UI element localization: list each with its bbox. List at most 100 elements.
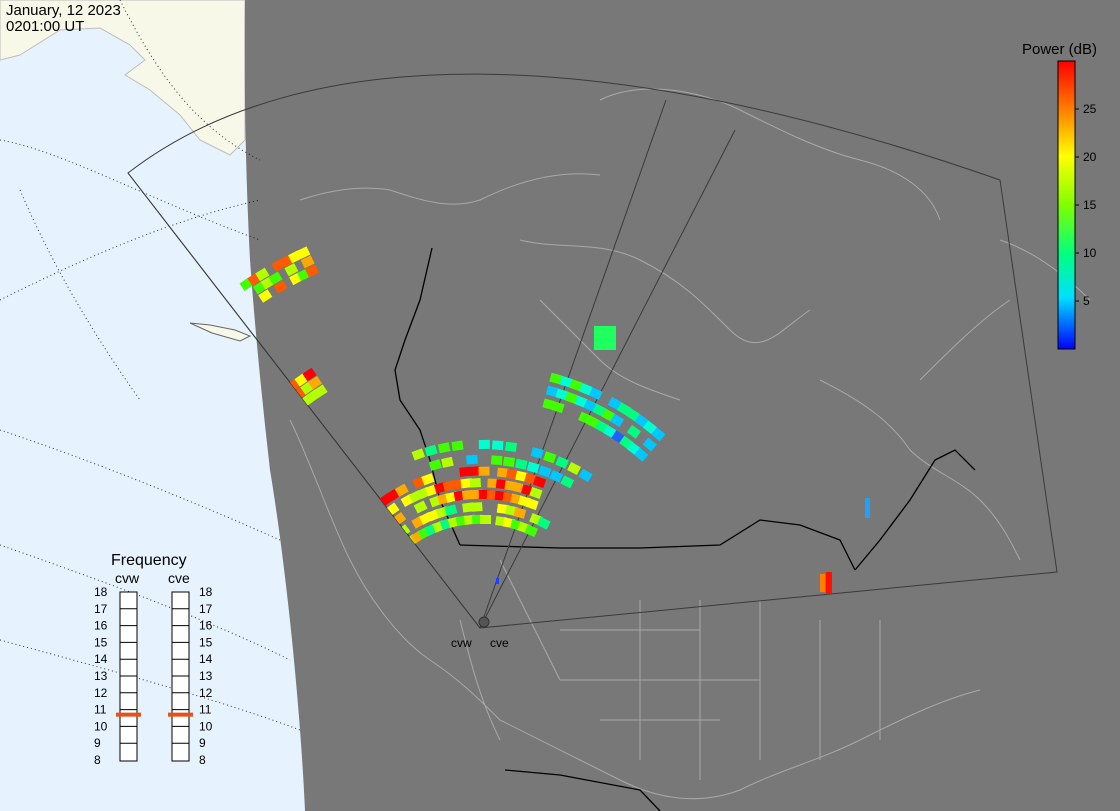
- frequency-scale-label: 18: [199, 585, 213, 599]
- echo-cell: [538, 465, 552, 478]
- frequency-scale-label: 14: [199, 652, 213, 666]
- echo-cell: [579, 383, 593, 396]
- frequency-scale-label: 14: [94, 652, 108, 666]
- echo-cell: [559, 375, 573, 388]
- echo-cell: [634, 447, 649, 462]
- echo-cell: [583, 399, 598, 413]
- echo-cell: [504, 441, 518, 453]
- echo-cell: [284, 263, 299, 277]
- echo-cell: [592, 403, 607, 417]
- echo-cell: [594, 326, 616, 350]
- echo-cell: [478, 466, 490, 476]
- echo-cell: [826, 572, 832, 594]
- echo-cell: [569, 379, 583, 392]
- echo-cell: [609, 413, 625, 428]
- echo-cell: [268, 271, 283, 285]
- frequency-radar-cve: cve: [168, 570, 190, 586]
- frequency-scales: 18 17 16 15 14 13 12 11 10 9 8 18 17 16 15 14 13 12 11 10 9 8: [94, 585, 213, 767]
- radar-label-cvw: cvw: [451, 636, 472, 650]
- frequency-panel: Frequency cvw cve 1817161514131211109818…: [94, 552, 213, 767]
- echo-cell: [502, 456, 516, 467]
- echo-cell: [578, 468, 593, 483]
- frequency-marker-cve: [168, 712, 193, 717]
- frequency-scale-label: 10: [94, 719, 108, 733]
- frequency-scale-label: 13: [199, 669, 213, 683]
- echo-cell: [642, 420, 658, 435]
- colorbar-tick-label: 10: [1083, 246, 1097, 260]
- echo-cell: [491, 440, 504, 451]
- header-date: January, 12 2023: [6, 2, 121, 19]
- header-time: 0201:00 UT: [6, 18, 84, 35]
- echo-cell: [411, 448, 426, 461]
- echo-cell: [545, 385, 559, 398]
- echo-cell: [626, 425, 641, 439]
- echo-cell: [567, 462, 581, 476]
- echo-cell: [551, 401, 565, 414]
- echo-cell: [588, 387, 603, 400]
- frequency-scale-label: 15: [94, 635, 108, 649]
- echo-cell: [549, 372, 563, 385]
- echo-cell: [302, 367, 317, 382]
- frequency-scale-label: 13: [94, 669, 108, 683]
- echo-cell: [469, 477, 482, 488]
- echo-cell: [642, 437, 657, 452]
- echo-cell: [543, 451, 557, 464]
- echo-cell: [307, 375, 323, 390]
- colorbar-title: Power (dB): [1022, 41, 1097, 58]
- echo-cell: [460, 478, 473, 489]
- echo-cell: [451, 440, 464, 452]
- echo-cell: [296, 246, 311, 260]
- frequency-scale-label: 10: [199, 719, 213, 733]
- frequency-scale-label: 12: [199, 686, 213, 700]
- colorbar-ticks: 25 20 15 10 5: [1075, 102, 1097, 308]
- colorbar-gradient: [1057, 60, 1076, 350]
- echo-cell: [532, 475, 547, 488]
- echo-cell: [394, 483, 409, 497]
- echo-cell: [549, 470, 564, 483]
- frequency-scale-label: 9: [94, 736, 101, 750]
- echo-cell: [526, 461, 540, 474]
- frequency-scale-label: 9: [199, 736, 206, 750]
- echo-cell: [487, 478, 499, 489]
- echo-cell: [560, 475, 575, 489]
- colorbar-tick-label: 25: [1083, 102, 1097, 116]
- echo-cell: [555, 388, 569, 401]
- frequency-scale-label: 17: [199, 602, 213, 616]
- echo-cell: [441, 456, 454, 468]
- echo-cell: [496, 467, 509, 478]
- echo-cell: [496, 578, 499, 584]
- frequency-title: Frequency: [111, 552, 187, 569]
- echo-cell: [471, 502, 483, 512]
- echo-cell: [574, 395, 588, 408]
- frequency-scale-label: 16: [94, 619, 108, 633]
- echo-cell: [437, 442, 451, 454]
- echo-cell: [313, 384, 328, 398]
- echo-cell: [536, 516, 551, 530]
- night-region: [244, 0, 1120, 811]
- frequency-scale-label: 12: [94, 686, 108, 700]
- frequency-scale-label: 15: [199, 635, 213, 649]
- frequency-scale-label: 11: [94, 703, 107, 717]
- echo-cell: [459, 466, 472, 477]
- echo-cell: [300, 255, 315, 269]
- echo-cell: [490, 455, 503, 466]
- echo-cell: [865, 498, 870, 518]
- echo-cell: [530, 447, 544, 459]
- echo-cell: [625, 407, 640, 422]
- colorbar: Power (dB) 25 20 15 10 5: [1022, 41, 1097, 350]
- echo-cell: [413, 500, 428, 514]
- echo-cell: [495, 479, 508, 490]
- echo-cell: [542, 398, 556, 411]
- echo-cell: [255, 267, 270, 282]
- colorbar-tick-label: 5: [1083, 294, 1090, 308]
- echo-cell: [651, 427, 666, 442]
- radar-site-marker: [478, 616, 490, 628]
- echo-cell: [444, 504, 458, 516]
- echo-cell: [424, 444, 438, 457]
- echo-cell: [607, 396, 622, 411]
- colorbar-tick-label: 20: [1083, 150, 1097, 164]
- echo-cell: [820, 574, 825, 592]
- echo-cell: [428, 459, 442, 471]
- echo-cell: [524, 524, 538, 538]
